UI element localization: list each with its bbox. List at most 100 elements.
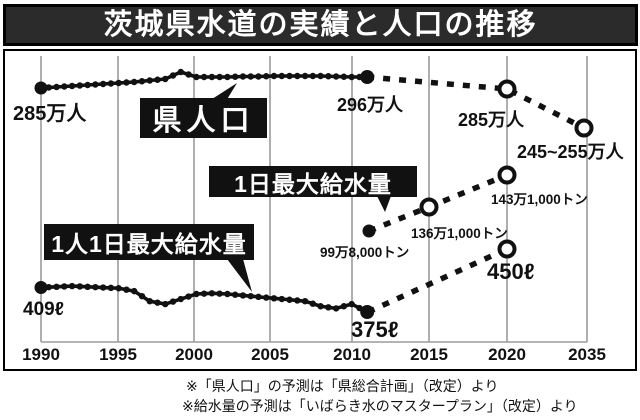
population-actual-point: [301, 72, 309, 80]
x-tick-2000: 2000: [175, 345, 213, 364]
per-capita-actual-point: [309, 300, 317, 307]
water-2011-value-label: 99万8,000トン: [320, 245, 410, 260]
water-supply-2020-open-circle: [497, 165, 517, 185]
population-actual-point: [130, 78, 138, 86]
per-capita-actual-point: [138, 292, 146, 300]
population-actual-start-dot: [34, 81, 48, 95]
per-capita-actual-point: [255, 293, 262, 301]
population-actual-point: [231, 73, 239, 80]
population-actual-point: [325, 73, 332, 80]
per-capita-2020-open-circle: [497, 239, 517, 259]
footnote-supply-source: ※給水量の予測は「いばらき水のマスタープラン」（改定）より: [182, 398, 578, 414]
population-actual-point: [216, 73, 223, 81]
per-capita-label-callout: [227, 259, 252, 292]
per-capita-actual-point: [169, 298, 177, 305]
population-actual-point: [92, 81, 99, 88]
per-capita-actual-point: [231, 291, 239, 298]
population-actual-point: [340, 73, 348, 80]
plot-area-border: [3, 49, 637, 371]
footnote-population-source: ※「県人口」の予測は「県総合計画」（改定）より: [186, 378, 499, 394]
per-capita-actual-point: [53, 283, 60, 290]
population-actual-point: [115, 79, 122, 87]
per-capita-actual-point: [239, 292, 247, 299]
per-capita-actual-point: [348, 300, 355, 308]
population-actual-point: [200, 73, 208, 81]
population-actual-point: [270, 72, 278, 80]
per-capita-actual-point: [325, 304, 332, 311]
population-actual-point: [185, 71, 192, 78]
per-capita-actual-point: [76, 283, 84, 290]
population-actual-point: [146, 77, 153, 84]
water-supply-label-callout: [377, 196, 391, 212]
population-actual-point: [247, 73, 254, 80]
per-capita-actual-point: [224, 290, 231, 298]
per-capita-actual-point: [154, 299, 161, 306]
pop-2020-value-label: 285万人: [458, 110, 525, 130]
population-actual-point: [177, 68, 184, 76]
population-actual-point: [263, 73, 270, 80]
per-capita-actual-point: [130, 287, 138, 295]
x-tick-1990: 1990: [22, 345, 60, 364]
population-2020-open-circle: [497, 79, 517, 99]
per-capita-actual-point: [68, 282, 76, 290]
pop-2035-value-label: 245~255万人: [517, 142, 624, 162]
population-actual-point: [154, 76, 161, 83]
population-actual-point: [348, 73, 355, 81]
per-capita-actual-point: [216, 290, 223, 297]
per-capita-actual-point: [317, 303, 324, 310]
per-capita-actual-point: [278, 295, 285, 303]
per-capita-actual-point: [263, 294, 270, 301]
per-capita-actual-point: [332, 305, 340, 312]
population-actual-point: [332, 73, 340, 80]
x-tick-1995: 1995: [99, 345, 137, 364]
per-capita-actual-point: [99, 284, 107, 291]
population-actual-point: [123, 79, 130, 86]
population-actual-point: [255, 73, 262, 80]
population-actual-point: [99, 80, 107, 88]
per-capita-actual-point: [200, 290, 208, 297]
pop-1990-value-label: 285万人: [13, 103, 87, 125]
population-actual-point: [224, 73, 231, 81]
per-capita-actual-point: [208, 290, 216, 297]
per-capita-actual-point: [115, 285, 122, 292]
per-capita-actual-point: [162, 300, 169, 308]
per-capita-actual-point: [177, 295, 184, 303]
population-actual-point: [309, 72, 317, 80]
water-2015-value-label: 136万1,000トン: [411, 226, 508, 241]
population-projection-dotted-line: [366, 74, 586, 131]
per-capita-actual-point: [92, 283, 99, 291]
x-tick-2005: 2005: [251, 345, 289, 364]
series-label-per-capita-supply: 1人1日最大給水量: [44, 224, 254, 260]
population-actual-point: [278, 72, 285, 80]
population-actual-point: [138, 78, 146, 85]
population-actual-point: [193, 73, 200, 81]
x-tick-2010: 2010: [333, 345, 371, 364]
per-capita-actual-point: [286, 296, 293, 303]
series-label-daily-max-supply: 1日最大給水量: [209, 166, 417, 197]
cap-2011-value-label: 375ℓ: [351, 317, 399, 342]
population-actual-point: [107, 80, 115, 87]
population-actual-point: [162, 75, 169, 83]
per-capita-actual-point: [294, 297, 301, 304]
per-capita-actual-point: [270, 295, 278, 302]
cap-2020-value-label: 450ℓ: [487, 259, 535, 284]
population-actual-point: [169, 72, 177, 79]
population-actual-point: [286, 72, 293, 80]
per-capita-actual-end-dot: [360, 305, 375, 319]
population-actual-point: [68, 82, 76, 90]
per-capita-actual-point: [193, 290, 200, 298]
population-actual-end-dot: [360, 70, 375, 84]
per-capita-actual-point: [61, 283, 68, 290]
per-capita-actual-start-dot: [34, 281, 48, 295]
page-title: 茨城県水道の実績と人口の推移: [3, 4, 638, 46]
per-capita-actual-point: [107, 284, 115, 292]
per-capita-actual-point: [146, 298, 153, 305]
population-actual-point: [239, 73, 247, 80]
population-actual-point: [294, 72, 301, 80]
series-label-population: 県人口: [140, 98, 267, 138]
population-actual-point: [317, 72, 324, 80]
per-capita-actual-point: [84, 283, 91, 290]
population-actual-point: [61, 83, 68, 90]
